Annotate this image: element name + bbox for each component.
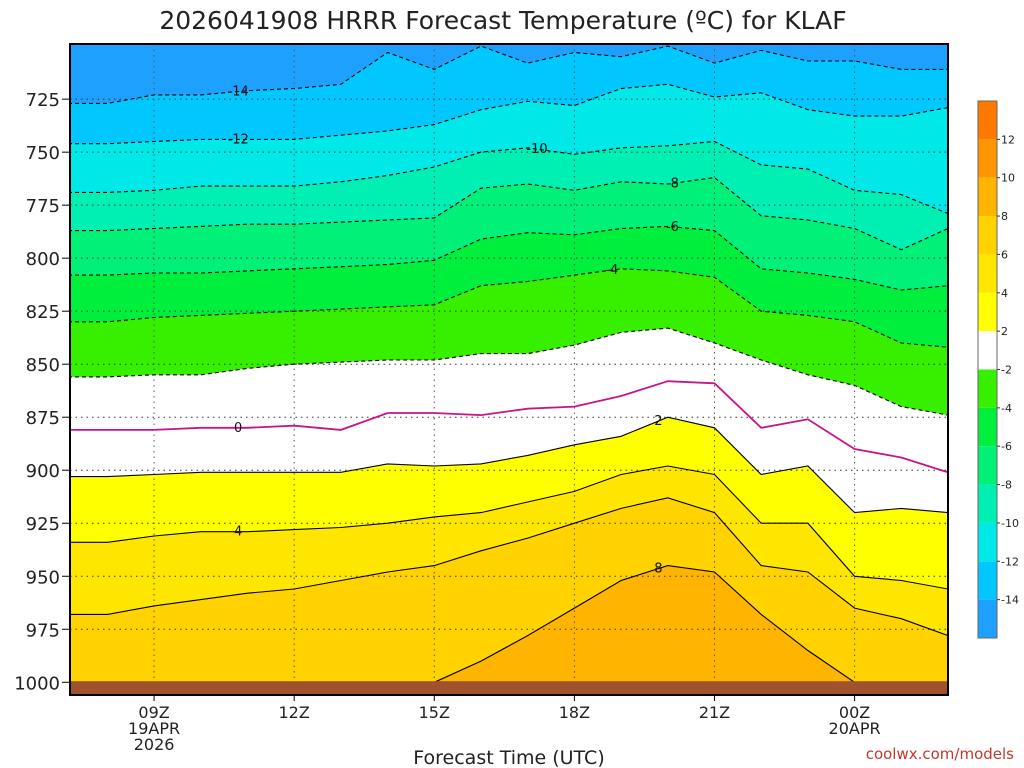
colorbar-tick-label: -14 xyxy=(1001,594,1019,607)
colorbar-segment xyxy=(978,599,997,638)
colorbar-segment xyxy=(978,101,997,140)
colorbar-tick-label: -8 xyxy=(1001,479,1012,492)
colorbar-segment xyxy=(978,522,997,562)
x-tick-label: 18Z xyxy=(559,703,590,722)
contour-line--10 xyxy=(70,140,948,215)
colorbar-tick-label: 8 xyxy=(1001,210,1008,223)
y-tick-label: 950 xyxy=(26,567,60,588)
contour-labels: -14 -12 -10 -8 -6 -4 0 2 4 8 xyxy=(228,84,679,576)
contour-line-4 xyxy=(70,465,948,590)
y-tick-label: 750 xyxy=(26,143,60,164)
y-tick-label: 900 xyxy=(26,461,60,482)
x-tick-label: 15Z xyxy=(419,703,450,722)
x-tick-sublabel: 19APR xyxy=(128,719,180,738)
colorbar-tick-label: -2 xyxy=(1001,364,1012,377)
y-axis: 725 750 775 800 825 850 875 900 925 950 975 1000 xyxy=(14,90,70,694)
colorbar-tick-label: 6 xyxy=(1001,248,1008,261)
contour-label-0: 0 xyxy=(234,421,242,436)
x-tick-label: 00Z xyxy=(839,703,870,722)
chart-title: 2026041908 HRRR Forecast Temperature (ºC… xyxy=(159,6,846,35)
colorbar-tick-label: 2 xyxy=(1001,325,1008,338)
x-tick-sublabel: 20APR xyxy=(829,719,881,738)
x-tick-label: 21Z xyxy=(699,703,730,722)
colorbar-segment xyxy=(978,292,997,332)
contour-line--14 xyxy=(70,45,948,104)
y-tick-label: 775 xyxy=(26,196,60,217)
contour-label--10: -10 xyxy=(526,142,547,157)
plot-frame xyxy=(69,43,949,696)
y-tick-label: 825 xyxy=(26,302,60,323)
y-tick-label: 925 xyxy=(26,514,60,535)
colorbar-tick-label: -4 xyxy=(1001,402,1012,415)
x-axis-label: Forecast Time (UTC) xyxy=(413,747,604,768)
contour-label--6: -6 xyxy=(666,220,679,235)
colorbar-tick-label: 12 xyxy=(1001,133,1015,146)
y-tick-label: 975 xyxy=(26,620,60,641)
colorbar-tick-label: 4 xyxy=(1001,287,1008,300)
colorbar-tick-label: -12 xyxy=(1001,555,1019,568)
surface-band xyxy=(70,681,948,695)
colorbar-tick-label: -10 xyxy=(1001,517,1019,530)
colorbar-tick-label: 10 xyxy=(1001,172,1015,185)
contour-line--12 xyxy=(70,83,948,145)
contour-line--2 xyxy=(70,327,948,416)
contour-label--8: -8 xyxy=(666,176,679,191)
contour-label--4: -4 xyxy=(605,263,618,278)
colorbar-segment xyxy=(978,561,997,600)
temperature-fill-bands xyxy=(70,44,948,695)
colorbar-segment xyxy=(978,369,997,408)
y-tick-label: 875 xyxy=(26,408,60,429)
contour-line-0 xyxy=(70,380,948,474)
contour-label-2: 2 xyxy=(654,414,662,429)
contour-label-8: 8 xyxy=(654,562,662,577)
credit-text: coolwx.com/models xyxy=(866,745,1014,763)
colorbar-segment xyxy=(978,331,997,370)
colorbar-segment xyxy=(978,407,997,447)
colorbar-segment xyxy=(978,139,997,178)
temperature-contour-lines xyxy=(70,45,948,694)
contour-line-6 xyxy=(70,497,948,637)
y-tick-label: 850 xyxy=(26,355,60,376)
contour-line--8 xyxy=(70,177,948,251)
colorbar-segment xyxy=(978,254,997,293)
contour-label--12: -12 xyxy=(228,132,249,147)
colorbar-segment xyxy=(978,446,997,485)
y-tick-label: 1000 xyxy=(14,673,60,694)
x-tick-label: 12Z xyxy=(279,703,310,722)
colorbar-segment xyxy=(978,177,997,217)
surface-ground xyxy=(70,681,948,695)
band-above-8 xyxy=(70,565,948,695)
x-tick-sublabel: 2026 xyxy=(134,735,175,754)
colorbar-tick-label: -6 xyxy=(1001,440,1012,453)
contour-line-2 xyxy=(70,416,948,514)
y-tick-label: 725 xyxy=(26,90,60,111)
x-tick-label: 09Z xyxy=(138,703,169,722)
contour-label--14: -14 xyxy=(228,84,249,99)
y-tick-label: 800 xyxy=(26,249,60,270)
contour-line--6 xyxy=(70,225,948,291)
contour-line--4 xyxy=(70,268,948,348)
colorbar-segment xyxy=(978,216,997,255)
colorbar-segment xyxy=(978,484,997,523)
contour-label-4: 4 xyxy=(234,525,242,540)
colorbar: -14 -12 -10 -8 -6 -4 -2 2 4 6 8 10 12 xyxy=(977,100,1019,639)
